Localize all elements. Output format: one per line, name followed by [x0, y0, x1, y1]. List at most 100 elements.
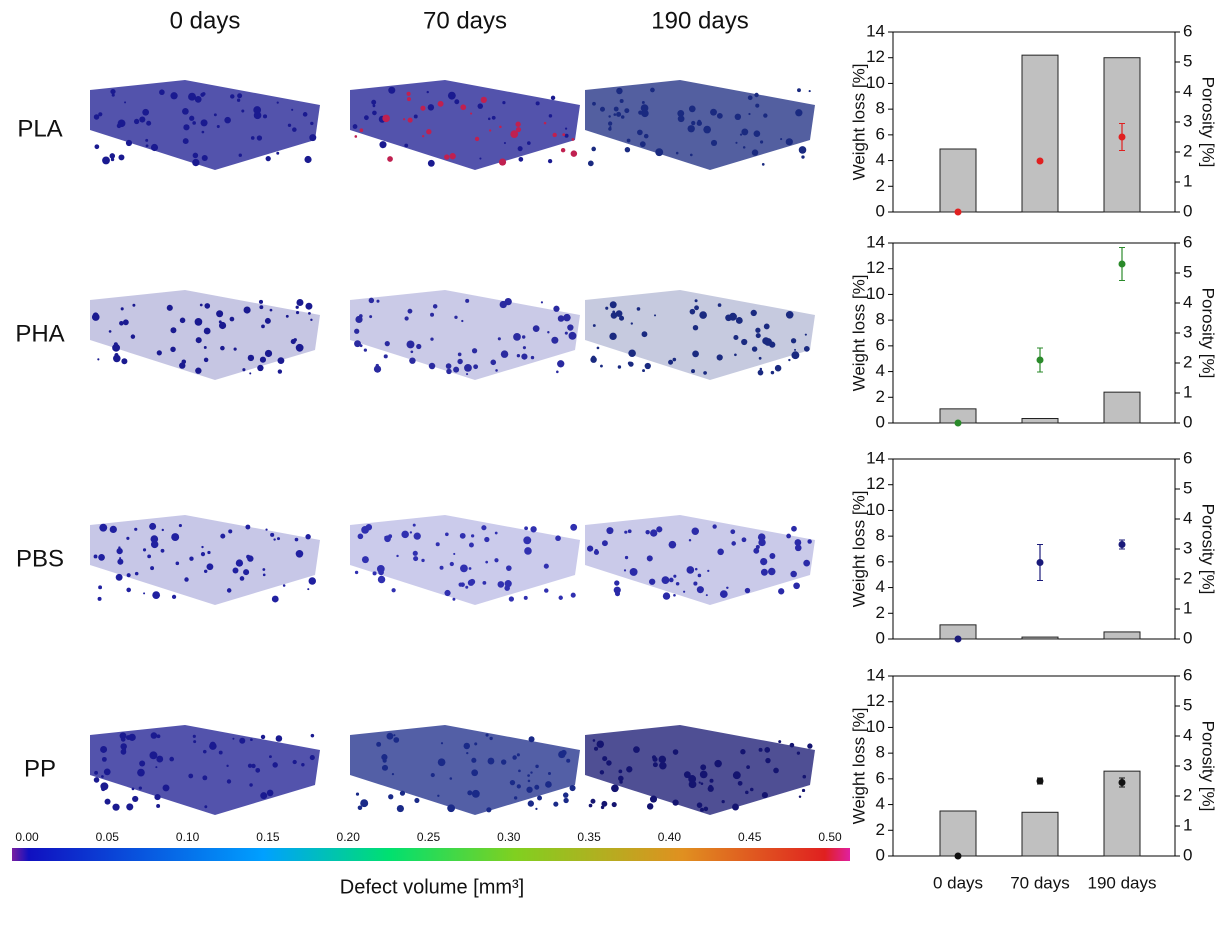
defect	[201, 154, 208, 162]
colorbar-tick-label: 0.10	[176, 830, 200, 844]
defect	[618, 315, 625, 321]
defect	[755, 333, 761, 339]
defect	[203, 327, 211, 335]
defect	[626, 766, 633, 773]
y-tick-label: 2	[876, 603, 885, 622]
y-tick-label: 2	[876, 387, 885, 406]
defect	[620, 115, 625, 119]
defect	[617, 365, 622, 369]
defect	[119, 557, 122, 560]
defect	[650, 529, 658, 537]
y2-tick-label: 0	[1183, 412, 1192, 431]
defect	[755, 327, 761, 333]
defect	[739, 133, 743, 136]
defect	[515, 121, 521, 127]
defect	[749, 787, 754, 792]
y2-tick-label: 4	[1183, 81, 1192, 100]
defect	[126, 536, 130, 540]
defect	[454, 315, 458, 319]
defect	[287, 123, 292, 128]
defect	[195, 367, 202, 374]
y2-tick-label: 1	[1183, 382, 1192, 401]
defect	[499, 125, 502, 129]
defect	[108, 330, 112, 333]
defect	[169, 756, 175, 762]
defect	[716, 112, 723, 119]
defect	[672, 799, 679, 806]
defect	[794, 539, 802, 546]
row-label: PHA	[15, 320, 64, 347]
defect	[490, 359, 497, 366]
defect	[688, 539, 692, 542]
defect	[770, 370, 775, 375]
defect	[104, 798, 111, 805]
defect	[109, 153, 116, 159]
defect	[527, 774, 530, 777]
defect	[202, 749, 207, 754]
defect	[487, 757, 495, 765]
defect	[427, 159, 435, 167]
defect	[550, 95, 556, 101]
defect	[486, 807, 492, 813]
defect	[296, 299, 304, 307]
defect	[301, 763, 305, 767]
defect	[134, 571, 139, 576]
defect	[137, 768, 145, 777]
defect	[233, 347, 237, 351]
defect	[207, 550, 211, 555]
defect	[354, 135, 358, 138]
defect	[437, 794, 440, 797]
defect	[759, 367, 763, 371]
y2-tick-label: 1	[1183, 171, 1192, 190]
defect	[564, 331, 568, 335]
defect	[204, 303, 211, 309]
defect	[277, 357, 285, 365]
defect	[732, 803, 739, 811]
defect	[134, 527, 138, 531]
defect	[447, 91, 456, 100]
defect	[630, 322, 633, 325]
y-tick-label: 4	[876, 361, 885, 380]
defect	[468, 567, 472, 570]
defect	[393, 737, 400, 743]
defect	[532, 325, 540, 333]
defect	[716, 354, 723, 361]
porosity-point	[1118, 779, 1126, 786]
defect	[769, 553, 776, 559]
defect	[292, 127, 297, 132]
defect	[110, 157, 115, 162]
defect	[232, 737, 235, 740]
defect	[601, 800, 608, 807]
defect	[762, 337, 770, 345]
defect	[760, 568, 768, 576]
defect	[192, 121, 196, 125]
defect	[128, 733, 136, 741]
porosity-point	[1036, 559, 1044, 566]
defect	[651, 755, 657, 760]
defect	[552, 132, 557, 138]
defect	[117, 558, 124, 565]
defect	[746, 765, 750, 769]
defect	[201, 545, 204, 549]
defect	[382, 114, 390, 123]
y2-tick-label: 2	[1183, 141, 1192, 160]
defect	[590, 798, 596, 804]
defect	[200, 92, 205, 97]
defect	[243, 306, 251, 314]
defect	[98, 553, 105, 561]
defect	[696, 802, 703, 808]
sample-shape	[585, 725, 815, 815]
defect	[308, 577, 317, 585]
defect	[755, 103, 760, 108]
defect	[383, 354, 388, 359]
defect	[668, 359, 674, 365]
defect	[596, 740, 605, 748]
defect	[512, 755, 517, 760]
defect	[807, 539, 812, 544]
defect	[259, 356, 267, 363]
defect	[560, 147, 566, 153]
defect	[94, 144, 100, 150]
defect	[262, 568, 266, 571]
defect	[228, 529, 233, 534]
defect	[260, 734, 266, 740]
